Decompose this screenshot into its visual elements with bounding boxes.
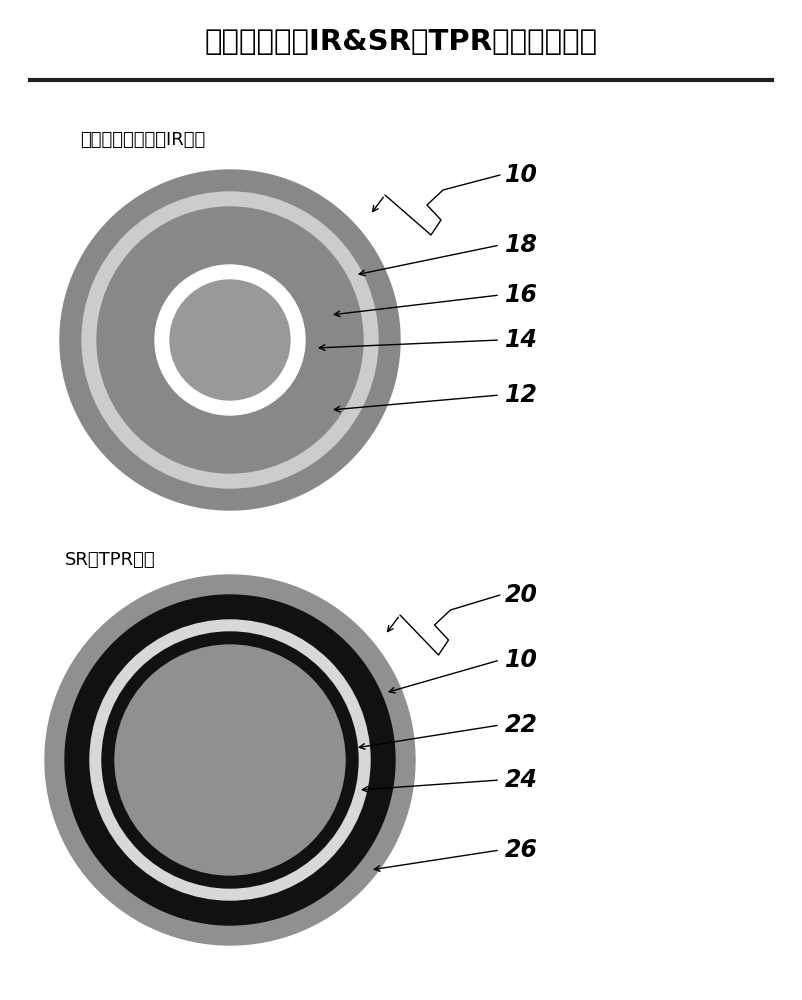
Circle shape: [97, 207, 363, 473]
Circle shape: [170, 280, 290, 400]
Circle shape: [45, 575, 415, 945]
Circle shape: [102, 632, 358, 888]
Text: 22: 22: [505, 713, 538, 737]
Text: 24: 24: [505, 768, 538, 792]
Text: 碱性缓冲剂包被的IR珠粒: 碱性缓冲剂包被的IR珠粒: [80, 131, 205, 149]
Text: 12: 12: [505, 383, 538, 407]
Text: 18: 18: [505, 233, 538, 257]
Text: 10: 10: [505, 648, 538, 672]
Text: 16: 16: [505, 283, 538, 307]
Circle shape: [115, 645, 345, 875]
Circle shape: [90, 620, 370, 900]
Circle shape: [82, 192, 378, 488]
Circle shape: [65, 595, 395, 925]
Text: 26: 26: [505, 838, 538, 862]
Circle shape: [155, 265, 305, 415]
Text: SR或TPR珠粒: SR或TPR珠粒: [65, 551, 156, 569]
Text: 20: 20: [505, 583, 538, 607]
Circle shape: [60, 170, 400, 510]
Text: 缓冲剂包被的IR&SR或TPR珠粒的示意图: 缓冲剂包被的IR&SR或TPR珠粒的示意图: [205, 28, 597, 56]
Text: 10: 10: [505, 163, 538, 187]
Text: 14: 14: [505, 328, 538, 352]
